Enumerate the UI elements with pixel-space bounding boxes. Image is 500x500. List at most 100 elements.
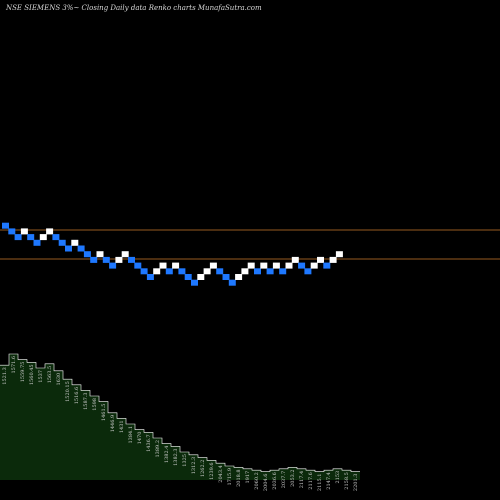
renko-brick-down xyxy=(228,279,236,286)
renko-brick-down xyxy=(90,256,98,263)
renko-brick-down xyxy=(298,262,306,269)
volume-value-label: 1382.4 xyxy=(164,446,170,464)
volume-value-label: 2115.1 xyxy=(317,474,323,492)
renko-bricks xyxy=(2,222,343,286)
renko-brick-down xyxy=(222,274,230,280)
renko-brick-down xyxy=(134,262,142,269)
volume-value-label: 1520.15 xyxy=(65,381,71,402)
volume-value-label: 1563.5 xyxy=(47,366,53,384)
volume-value-label: 2037.7 xyxy=(281,471,287,489)
volume-value-label: 2018.8 xyxy=(236,469,242,487)
renko-brick-down xyxy=(77,245,85,252)
volume-value-label: 2036.6 xyxy=(272,472,278,490)
renko-brick-down xyxy=(323,262,331,269)
renko-brick-down xyxy=(128,256,135,263)
volume-value-label: 1521.3 xyxy=(2,367,8,385)
renko-brick-down xyxy=(178,268,186,275)
renko-brick-up xyxy=(335,251,343,258)
volume-value-label: 2147.4 xyxy=(326,472,332,490)
renko-brick-down xyxy=(184,274,192,280)
renko-brick-down xyxy=(140,268,148,275)
renko-brick-up xyxy=(197,274,205,280)
renko-brick-up xyxy=(235,274,243,280)
volume-value-label: 1587.3 xyxy=(83,392,89,410)
volume-value-label: 1559.75 xyxy=(20,362,26,383)
renko-brick-down xyxy=(266,268,274,275)
volume-value-label: 2117.4 xyxy=(299,471,305,489)
volume-value-label: 1917 xyxy=(245,471,251,484)
volume-value-label: 1239.6 xyxy=(209,462,215,480)
renko-brick-down xyxy=(216,268,224,275)
volume-value-label: 1537 xyxy=(38,370,44,383)
volume-value-label: 1382.3 xyxy=(173,448,179,466)
renko-brick-down xyxy=(191,279,198,286)
renko-brick-up xyxy=(203,268,211,275)
renko-brick-up xyxy=(329,256,337,263)
volume-value-label: 1262.2 xyxy=(200,460,206,478)
volume-value-label: 2201.3 xyxy=(353,474,359,492)
renko-brick-up xyxy=(153,268,161,275)
renko-brick-up xyxy=(46,228,54,235)
renko-brick-up xyxy=(272,262,280,269)
volume-value-label: 1446.9 xyxy=(110,415,116,433)
renko-brick-down xyxy=(304,268,312,275)
renko-brick-up xyxy=(159,262,167,269)
renko-brick-up xyxy=(209,262,217,269)
renko-brick-down xyxy=(65,245,72,252)
volume-value-label: 1630 xyxy=(56,373,62,386)
renko-brick-up xyxy=(260,262,268,269)
volume-line xyxy=(0,353,360,472)
volume-value-label: 1384.1 xyxy=(128,426,134,444)
renko-brick-down xyxy=(165,268,173,275)
renko-brick-up xyxy=(310,262,318,269)
volume-value-label: 2117.6 xyxy=(308,472,314,490)
volume-value-label: 1312.3 xyxy=(191,457,197,475)
volume-value-label: 1560.45 xyxy=(29,364,35,385)
renko-brick-down xyxy=(146,274,154,280)
volume-value-label: 2004.6 xyxy=(263,474,269,492)
renko-brick-up xyxy=(20,228,28,235)
renko-brick-down xyxy=(52,234,60,241)
volume-value-label: 1516.6 xyxy=(74,387,80,405)
volume-value-label: 1325 xyxy=(182,454,188,467)
renko-brick-down xyxy=(27,234,35,241)
renko-brick-down xyxy=(83,251,91,258)
renko-brick-down xyxy=(279,268,287,275)
renko-brick-up xyxy=(39,234,47,241)
renko-brick-down xyxy=(33,239,41,246)
renko-brick-down xyxy=(58,239,66,246)
renko-brick-up xyxy=(172,262,180,269)
renko-brick-up xyxy=(241,268,249,275)
renko-brick-up xyxy=(96,251,104,258)
volume-area xyxy=(0,354,360,480)
volume-value-label: 2043.4 xyxy=(218,465,224,483)
renko-brick-down xyxy=(109,262,117,269)
volume-value-label: 1461.5 xyxy=(101,404,107,422)
renko-brick-down xyxy=(8,228,16,235)
renko-brick-up xyxy=(121,251,129,258)
volume-value-label: 1431 xyxy=(119,420,125,433)
renko-brick-down xyxy=(14,234,22,241)
renko-brick-up xyxy=(285,262,293,269)
volume-value-label: 1598 xyxy=(92,398,98,411)
renko-brick-up xyxy=(291,256,299,263)
renko-brick-up xyxy=(71,239,79,246)
renko-brick-up xyxy=(115,256,123,263)
chart-title: NSE SIEMENS 3%~ Closing Daily data Renko… xyxy=(5,4,262,12)
renko-brick-down xyxy=(2,222,9,229)
volume-value-label: 2053.2 xyxy=(290,469,296,487)
renko-brick-up xyxy=(317,256,324,263)
volume-value-label: 2153 xyxy=(335,471,341,484)
volume-value-label: 2158.5 xyxy=(344,472,350,490)
renko-brick-down xyxy=(102,256,110,263)
renko-brick-up xyxy=(247,262,255,269)
volume-value-label: 1436.7 xyxy=(146,434,152,452)
volume-value-label: 1715.9 xyxy=(227,468,233,486)
renko-brick-down xyxy=(254,268,261,275)
volume-value-label: 2060.2 xyxy=(254,472,260,490)
volume-value-label: 1571.6 xyxy=(11,356,17,374)
volume-value-label: 1389.2 xyxy=(155,440,161,458)
volume-value-label: 1470 xyxy=(137,432,143,445)
